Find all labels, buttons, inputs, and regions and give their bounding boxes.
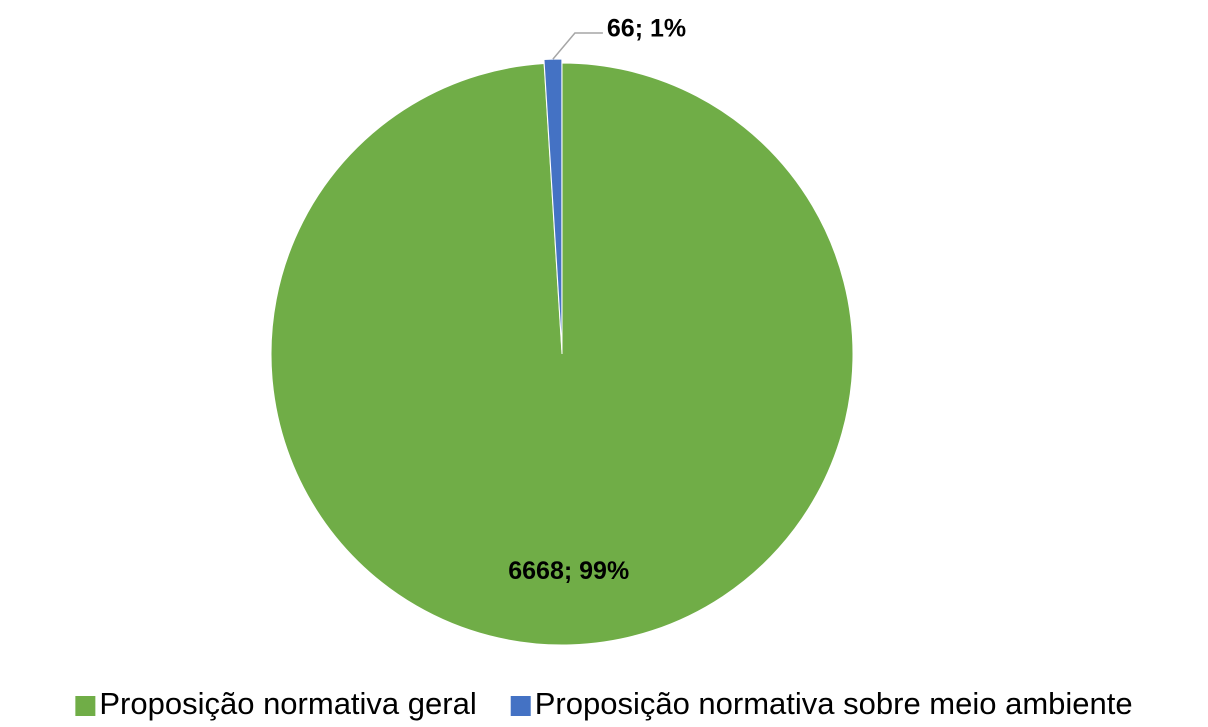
legend-label: Proposição normativa sobre meio ambiente [535, 686, 1133, 721]
data-label: 6668; 99% [508, 557, 629, 585]
legend-label: Proposição normativa geral [99, 686, 476, 721]
pie-slice [270, 62, 854, 646]
leader-line [552, 32, 603, 60]
legend-marker [75, 696, 96, 716]
legend-marker [510, 696, 531, 716]
data-label: 66; 1% [607, 15, 686, 43]
